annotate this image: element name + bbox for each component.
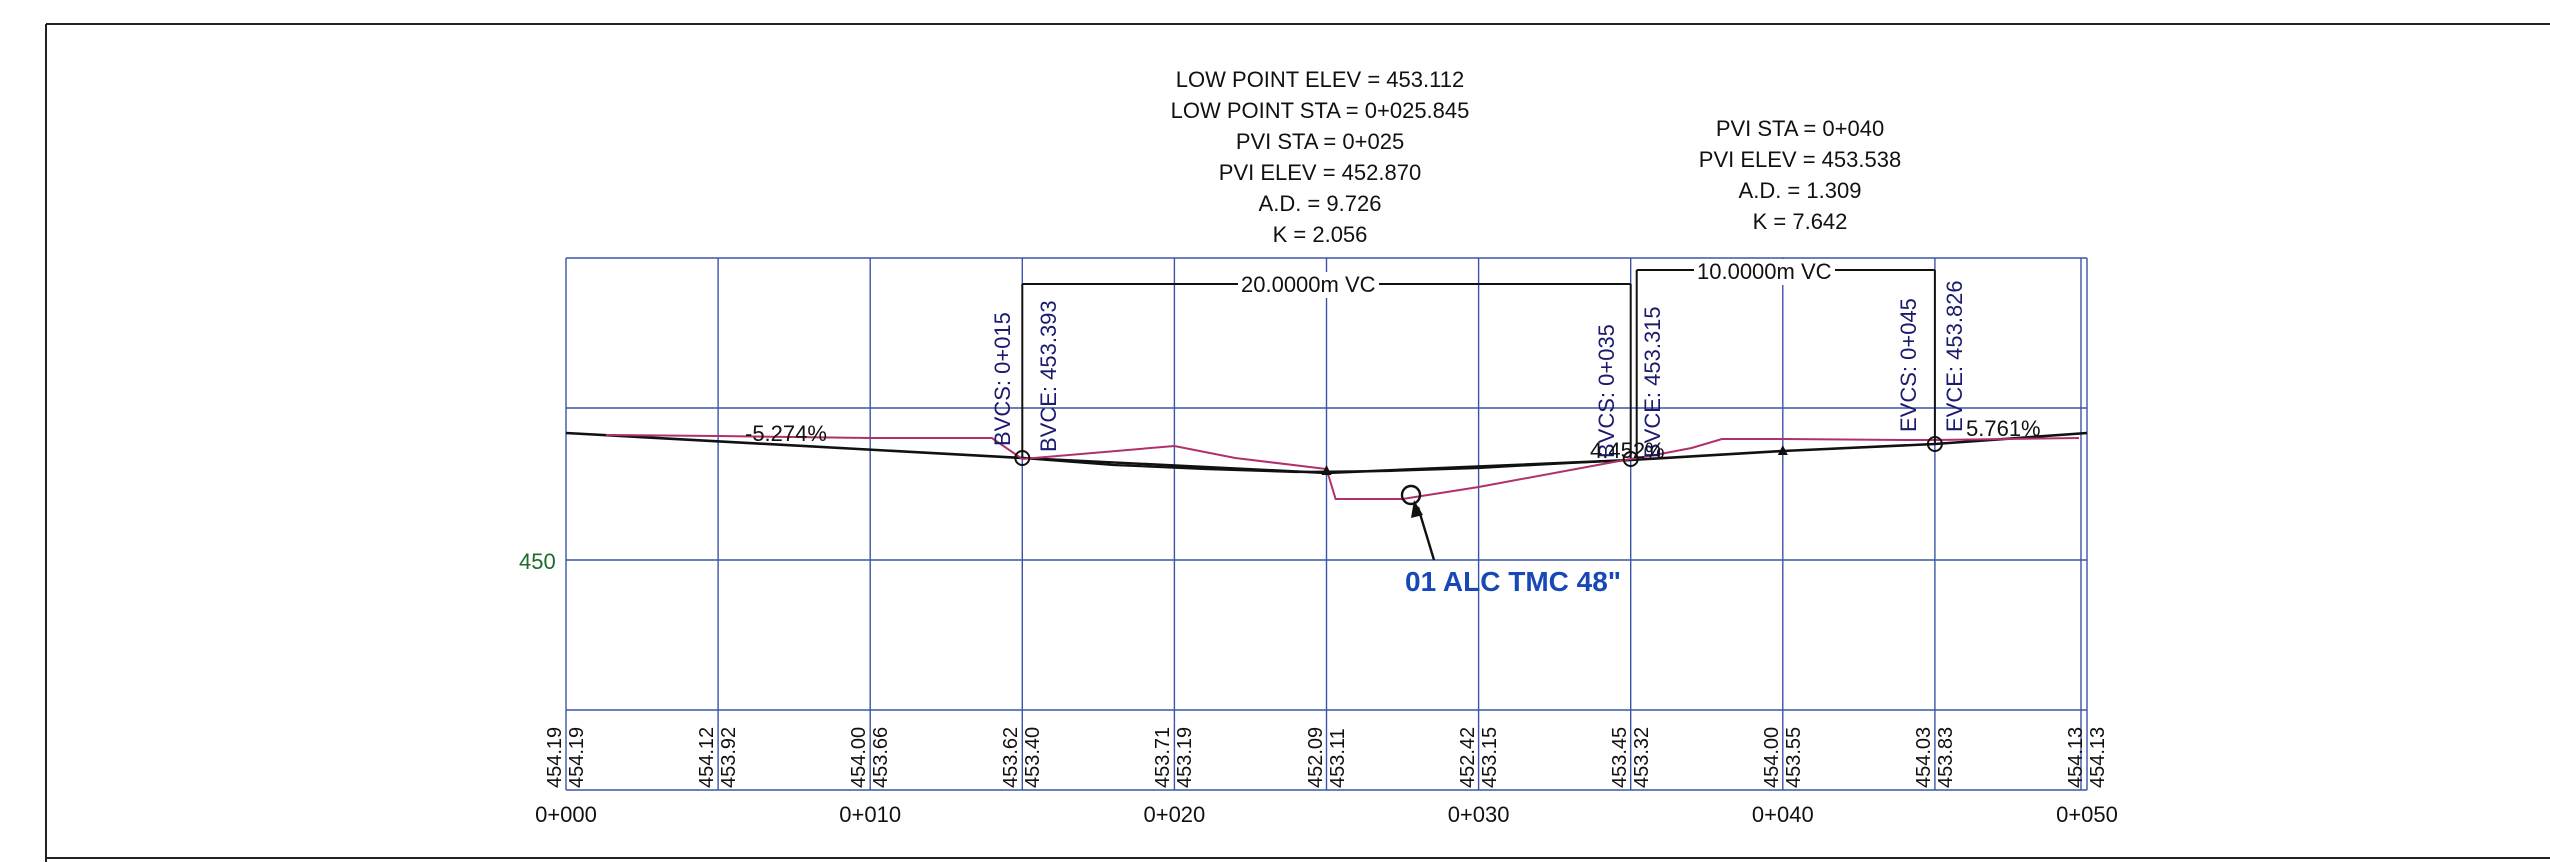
elevation-value: 453.92 — [718, 726, 741, 788]
profile-grid — [565, 257, 2088, 791]
station-label: 0+000 — [535, 802, 597, 827]
elevation-value: 452.42 — [1456, 726, 1479, 788]
station-label: 0+030 — [1447, 802, 1510, 827]
curve2-annotation: PVI STA = 0+040 PVI ELEV = 453.538 A.D. … — [1620, 113, 1980, 237]
curve1-bvc-marker — [1014, 450, 1031, 466]
curve2-vc-label: 10.0000m VC — [1694, 259, 1835, 285]
elevation-value: 453.15 — [1478, 726, 1501, 788]
curve2-evc-marker — [1926, 436, 1943, 452]
elevation-value: 453.83 — [1934, 726, 1957, 788]
curve1-evc-marker — [1622, 451, 1639, 467]
elevation-value: 454.03 — [1912, 726, 1935, 788]
grade-left: -5.274% — [745, 421, 827, 446]
curve1-low-point-elev: LOW POINT ELEV = 453.112 — [1175, 67, 1465, 92]
elevation-value: 452.09 — [1304, 726, 1327, 788]
curve2-evcs-label: EVCS: 0+045 — [1896, 298, 1921, 432]
design-profile-curve — [1022, 456, 1631, 474]
curve2-pvi-elev: PVI ELEV = 453.538 — [1698, 147, 1902, 172]
elevation-value: 454.00 — [848, 726, 871, 788]
curve1-bvce-label: BVCE: 453.393 — [1036, 300, 1061, 452]
elevation-value: 453.40 — [1022, 726, 1045, 788]
curve2-bvce-label: BVCE: 453.315 — [1640, 306, 1665, 458]
callout-arrowhead — [1411, 500, 1423, 518]
station-label: 0+020 — [1143, 802, 1206, 827]
curve1-low-point-sta: LOW POINT STA = 0+025.845 — [1170, 98, 1470, 123]
elevation-axis-label: 450 — [519, 549, 556, 574]
elevation-value: 453.11 — [1326, 728, 1349, 788]
curve2-evce-label: EVCE: 453.826 — [1942, 280, 1967, 432]
curve1-vc-label: 20.0000m VC — [1238, 272, 1379, 298]
curve1-pvi-elev: PVI ELEV = 452.870 — [1218, 160, 1422, 185]
grade-right: 5.761% — [1966, 416, 2041, 441]
callout-leader — [1416, 506, 1436, 561]
grade-middle: 4.452% — [1590, 438, 1665, 463]
utility-crossing-marker — [1400, 484, 1422, 506]
elevation-value: 454.13 — [2065, 726, 2087, 788]
elevation-value: 453.45 — [1608, 726, 1631, 788]
elevation-value: 454.00 — [1760, 726, 1783, 788]
curve1-ad: A.D. = 9.726 — [1258, 191, 1382, 216]
station-label: 0+010 — [839, 802, 902, 827]
elevation-value: 453.19 — [1174, 726, 1197, 788]
elevation-value: 453.55 — [1782, 726, 1805, 788]
curve2-pvi-marker — [1777, 445, 1788, 455]
utility-callout: 01 ALC TMC 48" — [1405, 566, 1622, 597]
elevation-value: 453.32 — [1630, 726, 1653, 788]
curve1-pvi-sta: PVI STA = 0+025 — [1235, 129, 1405, 154]
curve2-ad: A.D. = 1.309 — [1738, 178, 1862, 203]
elevation-value: 453.71 — [1152, 726, 1175, 788]
elevation-value: 454.19 — [544, 726, 566, 788]
elevation-value: 453.66 — [870, 726, 893, 788]
curve1-bvcs-label: BVCS: 0+015 — [990, 312, 1015, 446]
elevation-value: 453.62 — [1000, 726, 1023, 788]
curve1-annotation: LOW POINT ELEV = 453.112 LOW POINT STA =… — [1120, 64, 1520, 250]
station-label: 0+050 — [2056, 802, 2118, 827]
elevation-value: 454.19 — [566, 726, 588, 788]
curve1-pvi-marker — [1321, 465, 1332, 475]
station-label: 0+040 — [1751, 802, 1814, 827]
elevation-value: 454.12 — [696, 726, 719, 788]
curve2-pvi-sta: PVI STA = 0+040 — [1715, 116, 1885, 141]
curve1-k: K = 2.056 — [1272, 222, 1368, 247]
elevation-value: 454.13 — [2087, 726, 2109, 788]
curve2-k: K = 7.642 — [1752, 209, 1848, 234]
